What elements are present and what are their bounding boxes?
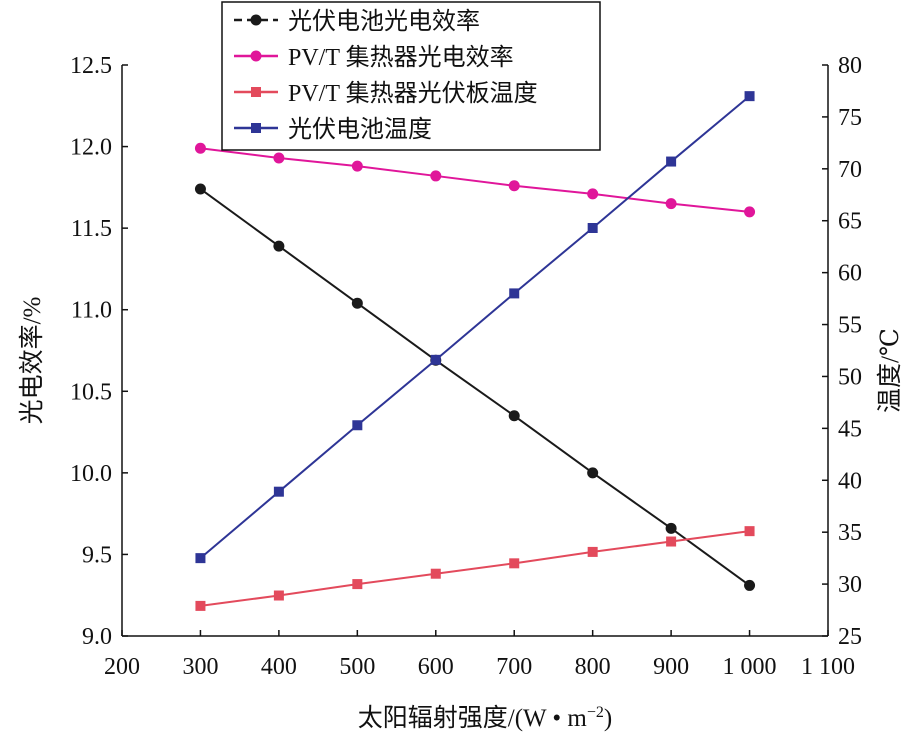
series-- bbox=[194, 183, 756, 591]
legend-item: 光伏电池光电效率 bbox=[234, 8, 480, 35]
x-tick-label: 1 000 bbox=[723, 654, 777, 680]
legend-item: PV/T 集热器光电效率 bbox=[234, 44, 514, 71]
legend-label: PV/T 集热器光电效率 bbox=[288, 44, 514, 71]
x-axis: 200 300 400 500 600 700 800 900 1 000 1 100 bbox=[104, 630, 855, 680]
data-point bbox=[744, 91, 755, 102]
y-right-tick-label: 70 bbox=[838, 157, 862, 183]
data-point bbox=[587, 467, 599, 479]
x-tick-label: 1 100 bbox=[801, 654, 855, 680]
y-left-tick-label: 10.5 bbox=[70, 379, 112, 405]
y-right-tick-label: 55 bbox=[838, 313, 862, 339]
data-point bbox=[665, 198, 677, 210]
y-right-tick-label: 65 bbox=[838, 209, 862, 235]
series-line bbox=[200, 530, 750, 607]
legend-item: 光伏电池温度 bbox=[234, 116, 432, 143]
y-axis-left: 9.0 9.5 10.0 10.5 11.0 11.5 12.0 12.5 bbox=[70, 53, 128, 650]
data-point bbox=[744, 579, 756, 591]
legend-marker bbox=[250, 14, 262, 26]
x-tick-label: 300 bbox=[182, 654, 218, 680]
data-point bbox=[352, 420, 363, 431]
legend-label: PV/T 集热器光伏板温度 bbox=[288, 80, 538, 107]
y-left-tick-label: 12.5 bbox=[70, 53, 112, 79]
y-right-tick-label: 40 bbox=[838, 468, 862, 494]
series-line bbox=[200, 147, 750, 213]
data-point bbox=[273, 590, 284, 601]
data-point bbox=[587, 188, 599, 200]
data-point bbox=[273, 486, 284, 497]
x-tick-label: 600 bbox=[418, 654, 454, 680]
y-right-tick-label: 45 bbox=[838, 416, 862, 442]
x-tick-label: 200 bbox=[104, 654, 140, 680]
data-point bbox=[195, 600, 206, 611]
y-left-tick-label: 9.5 bbox=[82, 542, 112, 568]
data-point bbox=[509, 288, 520, 299]
legend-box bbox=[221, 1, 601, 151]
data-point bbox=[351, 160, 363, 172]
y-right-tick-label: 80 bbox=[838, 53, 862, 79]
data-point bbox=[273, 240, 285, 252]
data-point bbox=[195, 553, 206, 564]
data-point bbox=[744, 206, 756, 218]
y-right-tick-label: 25 bbox=[838, 624, 862, 650]
data-point bbox=[509, 558, 520, 569]
y-right-tick-label: 60 bbox=[838, 261, 862, 287]
y-right-tick-label: 50 bbox=[838, 364, 862, 390]
data-point bbox=[666, 536, 677, 547]
series-line bbox=[199, 188, 751, 587]
legend-label: 光伏电池光电效率 bbox=[288, 8, 480, 35]
legend-item: PV/T 集热器光伏板温度 bbox=[234, 80, 538, 107]
data-point bbox=[194, 183, 206, 195]
x-tick-label: 800 bbox=[575, 654, 611, 680]
x-axis-title: 太阳辐射强度/(W • m−2) bbox=[358, 704, 612, 732]
x-tick-label: 500 bbox=[339, 654, 375, 680]
y-right-tick-label: 30 bbox=[838, 572, 862, 598]
x-tick-label: 400 bbox=[261, 654, 297, 680]
series-- bbox=[195, 91, 755, 564]
y-right-tick-label: 35 bbox=[838, 520, 862, 546]
y-left-tick-label: 10.0 bbox=[70, 461, 112, 487]
series-pv-t- bbox=[194, 142, 756, 218]
data-point bbox=[273, 152, 285, 164]
plot-frame bbox=[121, 65, 829, 637]
x-tick-label: 900 bbox=[653, 654, 689, 680]
series-pv-t- bbox=[195, 526, 755, 611]
data-point bbox=[665, 522, 677, 534]
y-left-tick-label: 12.0 bbox=[70, 135, 112, 161]
series-line bbox=[199, 95, 751, 559]
data-point bbox=[666, 156, 677, 167]
data-point bbox=[352, 579, 363, 590]
data-point bbox=[744, 526, 755, 537]
data-point bbox=[351, 297, 363, 309]
data-point bbox=[508, 180, 520, 192]
y-left-tick-label: 9.0 bbox=[82, 624, 112, 650]
data-point bbox=[587, 222, 598, 233]
data-point bbox=[430, 170, 442, 182]
legend-marker bbox=[251, 123, 261, 133]
data-point bbox=[430, 354, 441, 365]
legend-marker bbox=[251, 87, 261, 97]
y-left-tick-label: 11.5 bbox=[71, 216, 112, 242]
y-axis-right: 25 30 35 40 45 50 55 60 65 70 75 80 bbox=[822, 53, 862, 650]
data-point bbox=[194, 142, 206, 154]
y-axis-left-title: 光电效率/% bbox=[18, 297, 46, 425]
data-point bbox=[587, 546, 598, 557]
data-point bbox=[430, 568, 441, 579]
legend-label: 光伏电池温度 bbox=[288, 116, 432, 143]
y-axis-right-title: 温度/℃ bbox=[876, 328, 904, 413]
x-tick-label: 700 bbox=[496, 654, 532, 680]
legend-marker bbox=[250, 50, 262, 62]
data-point bbox=[508, 410, 520, 422]
series-layer bbox=[194, 91, 756, 611]
y-left-tick-label: 11.0 bbox=[71, 298, 112, 324]
y-right-tick-label: 75 bbox=[838, 105, 862, 131]
